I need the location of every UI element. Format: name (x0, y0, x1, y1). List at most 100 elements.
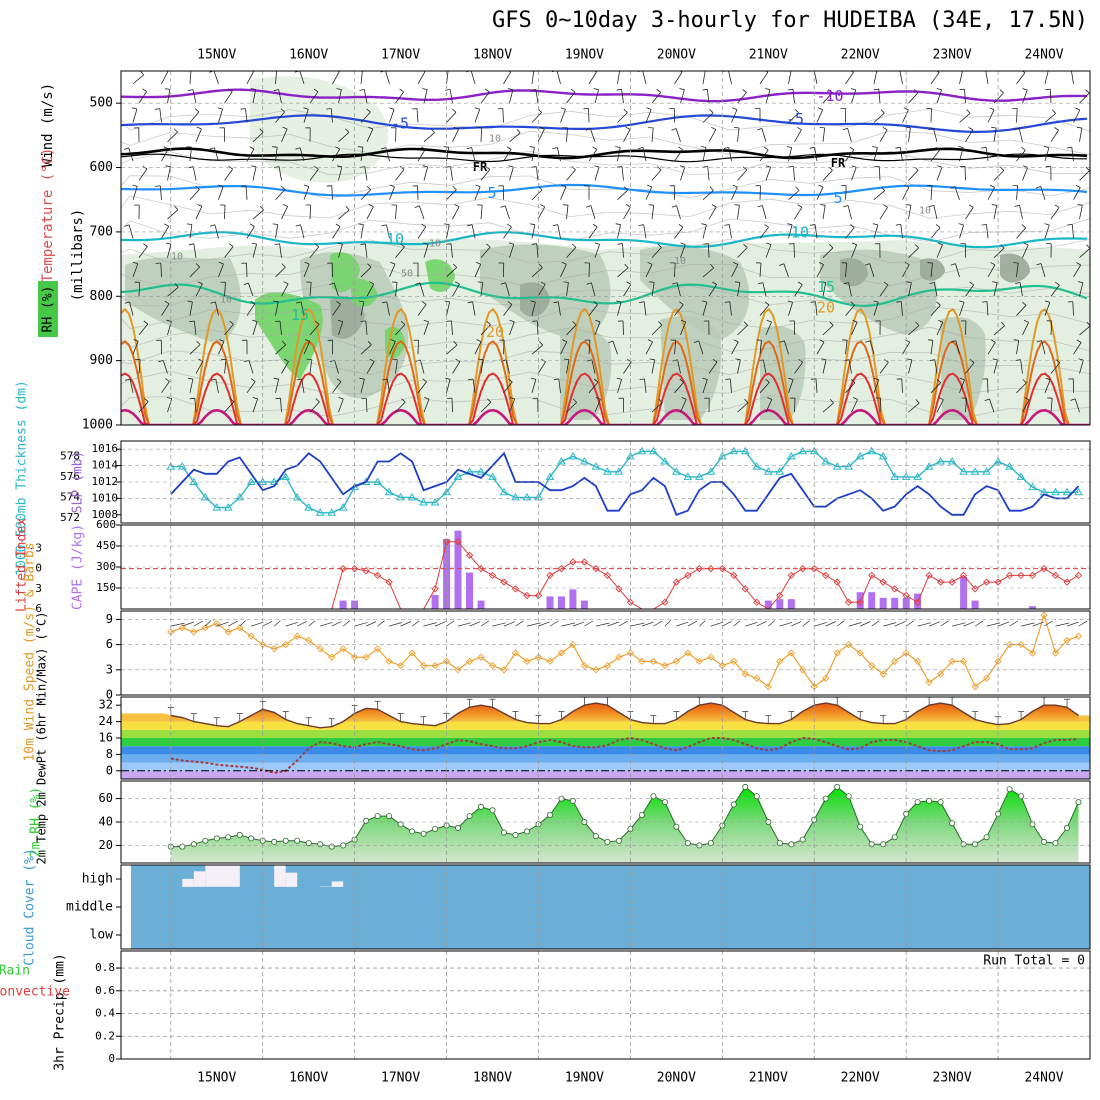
wind-barb (503, 381, 513, 394)
wind-barb-flag (624, 263, 629, 269)
wind-speed-point (419, 661, 428, 670)
wind-barb (993, 170, 1005, 181)
wind-barb (252, 166, 257, 181)
surface-wind-barb (182, 621, 195, 627)
thickness-point (384, 487, 394, 496)
wind-barb-flag (1066, 146, 1072, 149)
wind-barb (1041, 340, 1046, 355)
wind-barb-flag (649, 281, 655, 283)
temp-line (170, 702, 1079, 729)
wind-barb-flag (1036, 340, 1042, 343)
wind-barb-flag (411, 108, 418, 110)
wind-barb-flag (744, 398, 749, 404)
rh2m-point (248, 835, 255, 842)
temp-tick-label: 16 (99, 731, 113, 745)
wind-barb (1016, 149, 1026, 162)
wind-barb (708, 284, 717, 297)
wind-barb (451, 320, 453, 335)
wind-barb-flag (478, 358, 484, 361)
wind-barb (645, 186, 653, 200)
thickness-point (694, 472, 704, 480)
wind-barb-flag (195, 185, 200, 190)
wind-barb-flag (625, 204, 631, 208)
wind-barb (338, 321, 344, 336)
wind-barb-flag (487, 398, 492, 403)
precip-tick-label: 0.8 (95, 961, 115, 974)
wind-barb-flag (896, 301, 902, 303)
wind-barb-flag (313, 88, 319, 93)
wind-barb-flag (506, 146, 512, 150)
surface-wind-barb (469, 621, 481, 627)
rh2m-point (569, 797, 576, 804)
wind-barb (908, 127, 911, 142)
x-tick-label-bottom: 15NOV (197, 1071, 236, 1086)
wind-barb-flag (562, 339, 568, 343)
wind-barb-flag (1014, 127, 1020, 130)
wind-barb-flag (850, 88, 856, 91)
wind-barb (737, 247, 748, 258)
wind-barb-flag (594, 165, 600, 168)
wind-barb-flag (657, 243, 662, 248)
wind-barb (395, 324, 406, 336)
lifted-point (1051, 571, 1060, 580)
wind-barb (189, 189, 200, 200)
wind-barb (395, 169, 405, 181)
wind-speed-point (201, 624, 209, 632)
wind-barb (189, 111, 200, 123)
wind-barb-flag (189, 397, 195, 400)
lifted-point (465, 551, 474, 559)
wind-barb (332, 303, 341, 316)
wind-barb (246, 71, 254, 85)
wind-barb (965, 284, 975, 297)
wind-barb-flag (336, 165, 342, 168)
rh-contour (121, 195, 1090, 219)
wind-barb (986, 224, 989, 239)
lifted-point (948, 578, 956, 586)
wind-barb (728, 224, 732, 239)
wind-barb-flag (173, 128, 178, 133)
wind-barb (674, 262, 676, 277)
wind-speed-point (822, 674, 830, 682)
wind-speed-point (672, 657, 680, 666)
wind-barb-flag (477, 281, 483, 283)
wind-barb-flag (422, 378, 427, 383)
wind-barb (509, 244, 515, 258)
wind-barb-flag (693, 340, 699, 343)
wind-barb-flag (950, 186, 956, 189)
wind-barb (845, 185, 847, 200)
cape-bar (764, 600, 772, 609)
wind-barb (676, 205, 681, 220)
rh2m-point (489, 807, 496, 814)
wind-barb (814, 224, 818, 239)
wind-barb-flag (507, 223, 512, 228)
wind-barb (281, 361, 289, 374)
wind-barb (680, 321, 687, 336)
wind-barb (680, 399, 687, 413)
wind-barb (1019, 205, 1023, 220)
wind-barb (452, 129, 459, 142)
wind-barb (557, 147, 561, 162)
wind-tick-label: 9 (106, 612, 113, 626)
cape-bar (776, 599, 784, 609)
wind-barb-flag (1023, 319, 1029, 323)
wind-barb (816, 264, 824, 278)
wind-barb (395, 246, 405, 258)
wind-barb-flag (229, 398, 235, 403)
rh2m-point (179, 843, 186, 850)
wind-barb-flag (1014, 204, 1020, 207)
wind-barb-flag (968, 127, 974, 131)
rh-contour (121, 326, 1090, 352)
wind-speed-point (190, 628, 198, 636)
wind-barb-flag (530, 377, 537, 380)
wind-barb-flag (194, 108, 200, 113)
wind-barb (873, 147, 878, 162)
rh2m-point (1052, 840, 1059, 847)
surface-wind-barb (653, 620, 663, 627)
wind-barb (1022, 89, 1028, 104)
wind-barb-flag (345, 206, 350, 211)
wind-barb (480, 282, 484, 297)
wind-barb (987, 264, 996, 278)
thickness-point (1062, 487, 1072, 496)
wind-barb (793, 166, 795, 181)
wind-barb-flag (366, 186, 371, 190)
